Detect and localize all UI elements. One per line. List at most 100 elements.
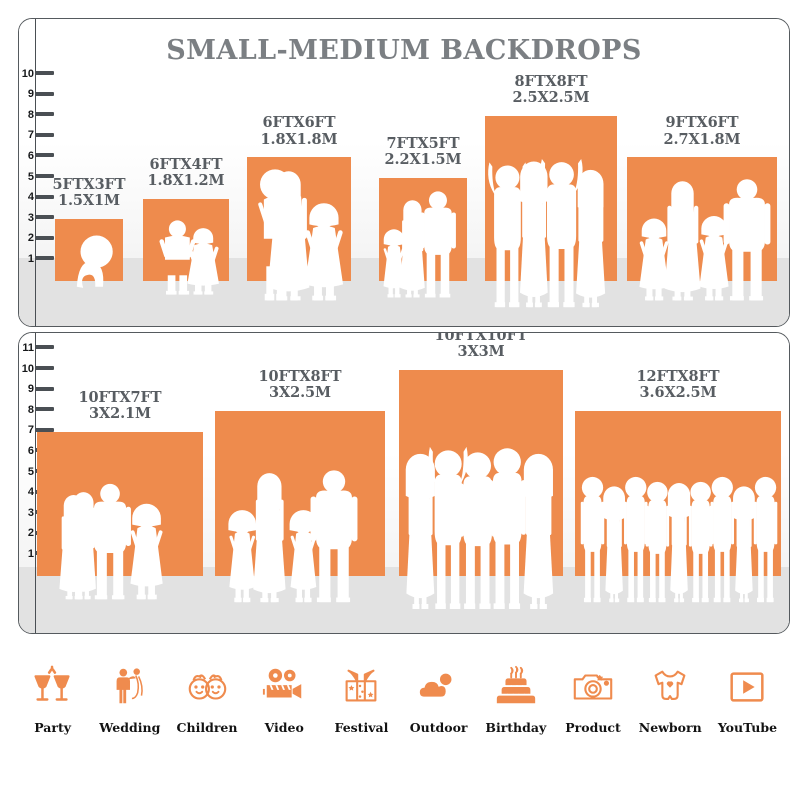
y-tick-label: 9 [27, 383, 34, 396]
bar-label-ft: 10FTX10FT [434, 332, 528, 344]
usage-item-festival[interactable]: Festival [323, 660, 400, 735]
y-tick-label: 6 [27, 444, 34, 457]
bar-label-6ftx4ft: 6FTX4FT 1.8X1.2M [117, 155, 255, 189]
bride-groom-icon [101, 660, 159, 714]
y-tick-mark [35, 91, 54, 96]
usage-item-outdoor[interactable]: Outdoor [400, 660, 477, 735]
bar-label-m: 2.7X1.8M [663, 130, 741, 148]
bar-label-6ftx6ft: 6FTX6FT 1.8X1.8M [221, 114, 377, 148]
usage-label: Outdoor [409, 720, 468, 735]
plot-area-1: 5FTX3FT 1.5X1M 6FTX4FT 1.8X1.2M 6FTX6FT 1.8X1… [19, 19, 789, 326]
usage-item-party[interactable]: Party [14, 660, 91, 735]
usage-item-product[interactable]: Product [554, 660, 631, 735]
page-title: SMALL-MEDIUM BACKDROPS [166, 35, 642, 66]
y-tick-label: 9 [27, 88, 34, 101]
camera-icon [564, 660, 622, 714]
y-tick-label: 10 [21, 362, 34, 375]
cloud-sun-icon [410, 660, 468, 714]
y-tick-label: 7 [27, 424, 34, 437]
usage-item-youtube[interactable]: YouTube [709, 660, 786, 735]
baby-onesie-icon [641, 660, 699, 714]
usage-label: Birthday [485, 720, 547, 735]
y-tick-label: 5 [27, 465, 34, 478]
two-kids-faces-icon [178, 660, 236, 714]
bar-label-ft: 5FTX3FT [52, 176, 126, 194]
usage-item-video[interactable]: Video [246, 660, 323, 735]
y-tick-label: 2 [27, 527, 34, 540]
bar-label-m: 2.2X1.5M [384, 151, 462, 169]
y-tick-label: 10 [21, 67, 34, 80]
plot-area-2: 10FTX7FT 3X2.1M 10FTX8FT 3X2.5M 10FTX10FT 3X3… [19, 333, 789, 633]
bar-label-7ftx5ft: 7FTX5FT 2.2X1.5M [353, 135, 493, 169]
bar-label-m: 3X2.1M [88, 405, 152, 423]
bar-label-ft: 6FTX6FT [262, 114, 336, 132]
bar-label-m: 3X3M [457, 343, 505, 361]
usage-label: Children [176, 720, 238, 735]
usage-label: Video [264, 720, 304, 735]
y-tick-label: 4 [27, 486, 34, 499]
y-tick-label: 3 [27, 211, 34, 224]
y-tick-mark [35, 153, 54, 158]
usage-item-children[interactable]: Children [168, 660, 245, 735]
y-tick-mark [35, 194, 54, 199]
people-silhouettes [215, 411, 385, 603]
people-silhouettes [485, 116, 617, 308]
y-tick-label: 5 [27, 170, 34, 183]
usage-label: Wedding [99, 720, 161, 735]
usage-label: Festival [334, 720, 389, 735]
people-silhouettes [143, 199, 229, 295]
bar-label-10ftx10ft: 10FTX10FT 3X3M [373, 332, 589, 361]
bar-label-m: 3.6X2.5M [639, 384, 717, 402]
chart-panel-large: 121110987654321 10FTX7FT3X2.1M10FTX8FT3X… [18, 332, 790, 634]
bar-label-m: 1.8X1.2M [147, 171, 225, 189]
y-tick-mark [35, 174, 54, 178]
y-tick-mark [35, 71, 54, 75]
people-silhouettes [247, 157, 351, 301]
y-tick-label: 6 [27, 149, 34, 162]
y-tick-mark [35, 256, 54, 261]
y-tick-label: 2 [27, 232, 34, 245]
y-tick-label: 3 [27, 506, 34, 519]
bar-label-12ftx8ft: 12FTX8FT 3.6X2.5M [549, 368, 789, 402]
y-tick-label: 7 [27, 129, 34, 142]
y-tick-mark [35, 366, 54, 370]
y-tick-label: 1 [27, 547, 34, 560]
bar-label-10ftx8ft: 10FTX8FT 3X2.5M [189, 368, 411, 402]
people-silhouettes [627, 157, 777, 301]
bar-label-ft: 6FTX4FT [149, 155, 223, 173]
birthday-cake-icon [487, 660, 545, 714]
bar-label-5ftx3ft: 5FTX3FT 1.5X1M [29, 176, 149, 210]
y-tick-label: 11 [22, 341, 34, 354]
bar-label-m: 3X2.5M [268, 384, 332, 402]
people-silhouettes [55, 219, 123, 289]
usage-label: Newborn [638, 720, 702, 735]
y-tick-mark [35, 235, 54, 240]
usage-item-wedding[interactable]: Wedding [91, 660, 168, 735]
y-tick-mark [35, 407, 54, 412]
y-tick-mark [35, 427, 54, 432]
people-silhouettes [37, 432, 203, 600]
usage-label: Product [565, 720, 621, 735]
y-axis-line-1: 10 9 8 7 6 5 4 3 2 1 [22, 19, 54, 326]
people-silhouettes [379, 178, 467, 298]
y-tick-label: 1 [27, 252, 34, 265]
y-tick-mark [35, 345, 54, 350]
y-tick-mark [35, 386, 54, 391]
gift-box-icon [332, 660, 390, 714]
usage-item-newborn[interactable]: Newborn [632, 660, 709, 735]
y-tick-label: 8 [27, 108, 34, 121]
y-tick-label: 8 [27, 403, 34, 416]
y-tick-mark [35, 112, 54, 117]
bar-label-ft: 7FTX5FT [386, 135, 460, 152]
bar-label-ft: 9FTX6FT [665, 114, 739, 132]
chart-panel-small-medium: 10 9 8 7 6 5 4 3 2 1 5FTX3FT 1.5X1M 6FTX4FT 1.8X1.2M… [18, 18, 790, 327]
bar-label-ft: 12FTX8FT [636, 368, 720, 386]
bar-label-ft: 10FTX7FT [78, 388, 162, 406]
bar-label-m: 1.5X1M [57, 192, 121, 210]
bar-label-9ftx6ft: 9FTX6FT 2.7X1.8M [601, 114, 789, 148]
usage-label: YouTube [717, 720, 778, 735]
play-button-icon [718, 660, 776, 714]
bar-label-ft: 8FTX8FT [514, 73, 588, 91]
usage-icon-strip: Party Wedding Children Video Festival Outdoor… [14, 660, 786, 760]
usage-item-birthday[interactable]: Birthday [477, 660, 554, 735]
